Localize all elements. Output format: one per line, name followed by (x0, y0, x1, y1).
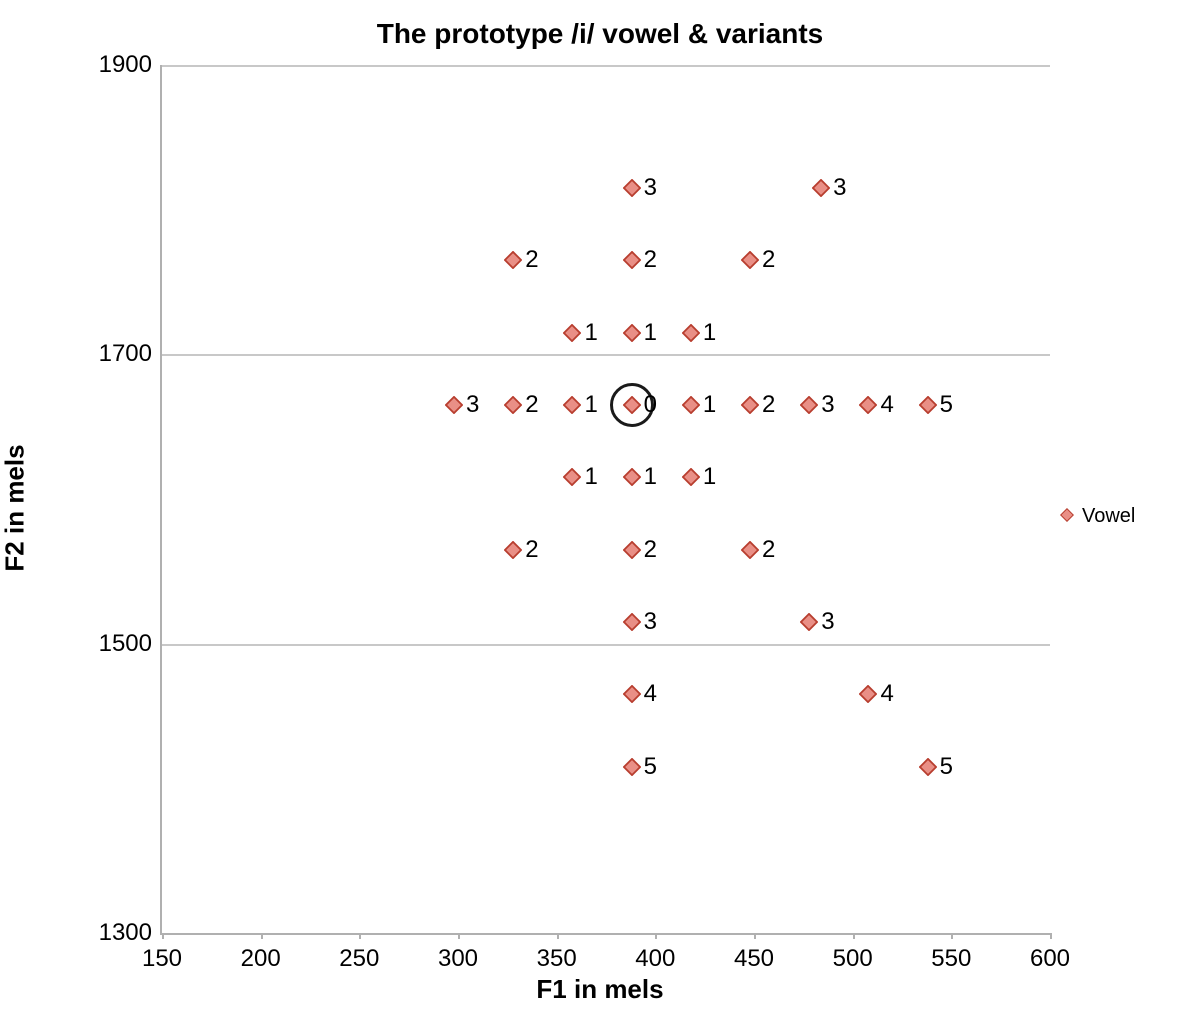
data-point (741, 396, 759, 414)
data-point (504, 251, 522, 269)
data-point (800, 396, 818, 414)
data-point-label: 3 (821, 608, 834, 636)
data-point (741, 251, 759, 269)
data-point-label: 0 (644, 391, 657, 419)
data-point-label: 2 (644, 246, 657, 274)
data-point-label: 2 (525, 536, 538, 564)
data-point (623, 541, 641, 559)
data-point (859, 396, 877, 414)
x-tick-label: 550 (931, 945, 971, 973)
data-point (859, 685, 877, 703)
legend-label: Vowel (1082, 505, 1135, 528)
data-point-label: 2 (525, 246, 538, 274)
data-point (682, 468, 700, 486)
data-point (623, 251, 641, 269)
data-point (623, 613, 641, 631)
data-point-label: 2 (762, 391, 775, 419)
data-point-label: 1 (584, 391, 597, 419)
gridline (162, 644, 1050, 646)
data-point (623, 324, 641, 342)
data-point-label: 4 (880, 391, 893, 419)
x-tick-label: 600 (1030, 945, 1070, 973)
data-point (623, 758, 641, 776)
x-tick-label: 200 (241, 945, 281, 973)
data-point (800, 613, 818, 631)
data-point (504, 541, 522, 559)
data-point-label: 2 (762, 246, 775, 274)
x-tick (655, 933, 657, 939)
x-tick (162, 933, 164, 939)
data-point (623, 179, 641, 197)
data-point (682, 396, 700, 414)
x-tick (754, 933, 756, 939)
plot-area: 1502002503003504004505005506001300150017… (160, 65, 1050, 935)
data-point-label: 3 (466, 391, 479, 419)
data-point (563, 324, 581, 342)
data-point-label: 3 (644, 608, 657, 636)
data-point-label: 5 (940, 753, 953, 781)
data-point (623, 468, 641, 486)
x-tick-label: 250 (339, 945, 379, 973)
data-point (812, 179, 830, 197)
data-point-label: 2 (762, 536, 775, 564)
x-tick-label: 350 (537, 945, 577, 973)
data-point (563, 396, 581, 414)
data-point-label: 1 (703, 463, 716, 491)
x-tick (557, 933, 559, 939)
x-tick (1050, 933, 1052, 939)
y-tick-label: 1500 (92, 630, 152, 658)
data-point-label: 3 (821, 391, 834, 419)
y-tick-label: 1700 (92, 340, 152, 368)
x-tick-label: 300 (438, 945, 478, 973)
gridline (162, 354, 1050, 356)
data-point-label: 1 (584, 463, 597, 491)
x-tick-label: 150 (142, 945, 182, 973)
data-point-label: 1 (644, 319, 657, 347)
x-tick-label: 400 (635, 945, 675, 973)
data-point (682, 324, 700, 342)
legend: Vowel (1060, 505, 1135, 528)
data-point-label: 2 (644, 536, 657, 564)
x-axis-label: F1 in mels (0, 974, 1200, 1005)
y-tick-label: 1300 (92, 919, 152, 947)
data-point (504, 396, 522, 414)
data-point-label: 1 (644, 463, 657, 491)
data-point (741, 541, 759, 559)
legend-marker-icon (1060, 508, 1078, 526)
data-point-label: 3 (644, 174, 657, 202)
data-point-label: 1 (703, 319, 716, 347)
x-tick-label: 450 (734, 945, 774, 973)
x-tick (853, 933, 855, 939)
x-tick (951, 933, 953, 939)
data-point (445, 396, 463, 414)
y-tick-label: 1900 (92, 51, 152, 79)
chart-title: The prototype /i/ vowel & variants (0, 18, 1200, 50)
data-point (919, 396, 937, 414)
data-point-label: 4 (644, 680, 657, 708)
data-point-label: 1 (584, 319, 597, 347)
chart-container: The prototype /i/ vowel & variants F2 in… (0, 0, 1200, 1015)
data-point-label: 2 (525, 391, 538, 419)
x-tick (359, 933, 361, 939)
data-point-label: 5 (644, 753, 657, 781)
data-point-label: 5 (940, 391, 953, 419)
data-point (563, 468, 581, 486)
data-point (623, 685, 641, 703)
x-tick (261, 933, 263, 939)
data-point (919, 758, 937, 776)
gridline (162, 65, 1050, 67)
data-point-label: 4 (880, 680, 893, 708)
y-axis-label: F2 in mels (0, 444, 31, 571)
x-tick (458, 933, 460, 939)
data-point-label: 1 (703, 391, 716, 419)
x-tick-label: 500 (833, 945, 873, 973)
data-point-label: 3 (833, 174, 846, 202)
